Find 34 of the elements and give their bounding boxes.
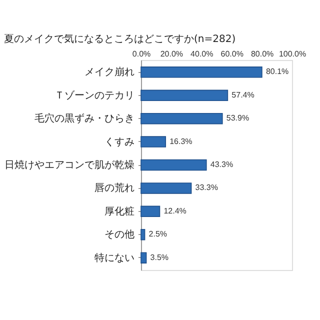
y-tick-label: 唇の荒れ	[94, 182, 134, 194]
bar	[140, 159, 207, 171]
x-tick-label: 100.0%	[278, 50, 306, 58]
y-tick-label: Ｔゾーンのテカリ	[54, 89, 134, 102]
x-tick-label: 60.0%	[220, 50, 244, 58]
bar	[140, 182, 192, 194]
bar	[140, 228, 146, 240]
bar	[140, 206, 160, 218]
data-label: 53.9%	[226, 114, 250, 123]
bar	[140, 136, 166, 148]
bar	[140, 252, 147, 264]
x-tick-label: 40.0%	[190, 50, 214, 58]
x-tick-label: 80.0%	[250, 50, 274, 58]
y-tick-label: 毛穴の黒ずみ・ひらき	[34, 112, 134, 125]
x-tick-label: 20.0%	[160, 50, 184, 58]
data-label: 3.5%	[150, 252, 169, 262]
y-tick-label: くすみ	[104, 136, 134, 148]
data-label: 80.1%	[266, 67, 289, 76]
bar	[140, 90, 228, 102]
y-tick-label: その他	[104, 228, 134, 241]
x-tick-label: 0.0%	[132, 50, 151, 58]
y-tick-label: メイク崩れ	[84, 66, 134, 78]
data-label: 33.3%	[195, 183, 218, 192]
y-tick-label: 特にない	[94, 252, 134, 264]
chart-title: 夏のメイクで気になるところはどこですか(n=282)	[4, 34, 236, 45]
data-label: 16.3%	[170, 136, 192, 146]
data-label: 2.5%	[148, 230, 168, 239]
y-tick-label: 日焼けやエアコンで肌が乾燥	[4, 159, 134, 171]
data-label: 57.4%	[232, 90, 254, 100]
data-label: 12.4%	[164, 206, 186, 216]
bar	[140, 112, 223, 124]
bar	[140, 66, 262, 78]
y-tick-label: 厚化粧	[104, 205, 134, 218]
data-label: 43.3%	[210, 160, 234, 169]
